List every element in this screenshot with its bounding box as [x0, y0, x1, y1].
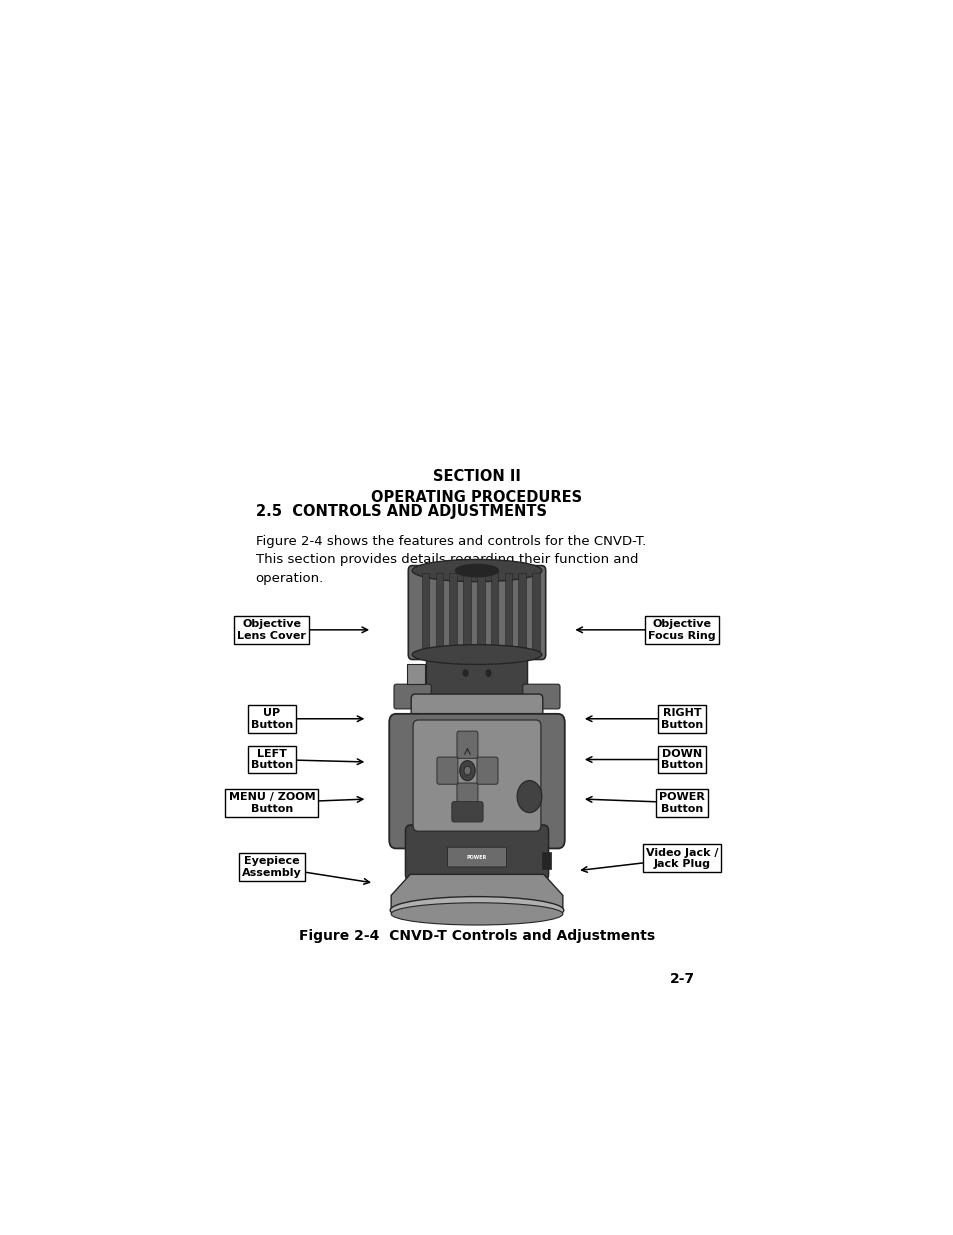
FancyBboxPatch shape [522, 684, 559, 709]
Text: SECTION II
OPERATING PROCEDURES: SECTION II OPERATING PROCEDURES [371, 469, 582, 505]
FancyBboxPatch shape [394, 684, 431, 709]
Text: LEFT
Button: LEFT Button [251, 748, 293, 771]
Polygon shape [391, 874, 562, 911]
Text: 2.5  CONTROLS AND ADJUSTMENTS: 2.5 CONTROLS AND ADJUSTMENTS [255, 504, 546, 519]
Bar [532, 573, 539, 652]
FancyBboxPatch shape [426, 648, 527, 695]
Bar [421, 573, 429, 652]
Text: POWER
Button: POWER Button [659, 792, 704, 814]
FancyBboxPatch shape [476, 757, 497, 784]
FancyBboxPatch shape [447, 847, 506, 867]
Ellipse shape [412, 645, 541, 664]
Ellipse shape [412, 559, 541, 582]
Bar [504, 573, 512, 652]
Bar [541, 852, 551, 869]
Circle shape [485, 669, 491, 677]
Circle shape [462, 669, 468, 677]
FancyBboxPatch shape [389, 714, 564, 848]
Text: MENU / ZOOM
Button: MENU / ZOOM Button [229, 792, 314, 814]
Circle shape [517, 781, 541, 813]
FancyBboxPatch shape [413, 720, 540, 831]
Bar [490, 573, 497, 652]
Ellipse shape [391, 903, 562, 925]
Circle shape [463, 766, 471, 776]
FancyBboxPatch shape [456, 783, 477, 810]
FancyBboxPatch shape [405, 825, 548, 881]
FancyBboxPatch shape [411, 694, 542, 736]
Text: Video Jack /
Jack Plug: Video Jack / Jack Plug [645, 847, 718, 869]
Bar [476, 573, 484, 652]
Text: 2-7: 2-7 [669, 972, 694, 986]
Ellipse shape [390, 897, 563, 924]
Polygon shape [407, 664, 424, 684]
Text: Objective
Lens Cover: Objective Lens Cover [237, 619, 306, 641]
FancyBboxPatch shape [436, 757, 457, 784]
Text: DOWN
Button: DOWN Button [660, 748, 702, 771]
Text: POWER: POWER [466, 855, 487, 860]
Bar [518, 573, 526, 652]
Text: Objective
Focus Ring: Objective Focus Ring [648, 619, 715, 641]
Bar [449, 573, 456, 652]
FancyBboxPatch shape [452, 802, 482, 823]
Text: Figure 2-4 shows the features and controls for the CNVD-T.
This section provides: Figure 2-4 shows the features and contro… [255, 535, 645, 584]
Bar [435, 573, 442, 652]
FancyBboxPatch shape [456, 731, 477, 758]
Text: RIGHT
Button: RIGHT Button [660, 708, 702, 730]
Text: UP
Button: UP Button [251, 708, 293, 730]
Circle shape [459, 761, 475, 781]
Text: Eyepiece
Assembly: Eyepiece Assembly [242, 856, 301, 878]
FancyBboxPatch shape [408, 566, 545, 659]
Ellipse shape [456, 564, 497, 577]
Text: Figure 2-4  CNVD-T Controls and Adjustments: Figure 2-4 CNVD-T Controls and Adjustmen… [298, 929, 655, 942]
Bar [462, 573, 470, 652]
